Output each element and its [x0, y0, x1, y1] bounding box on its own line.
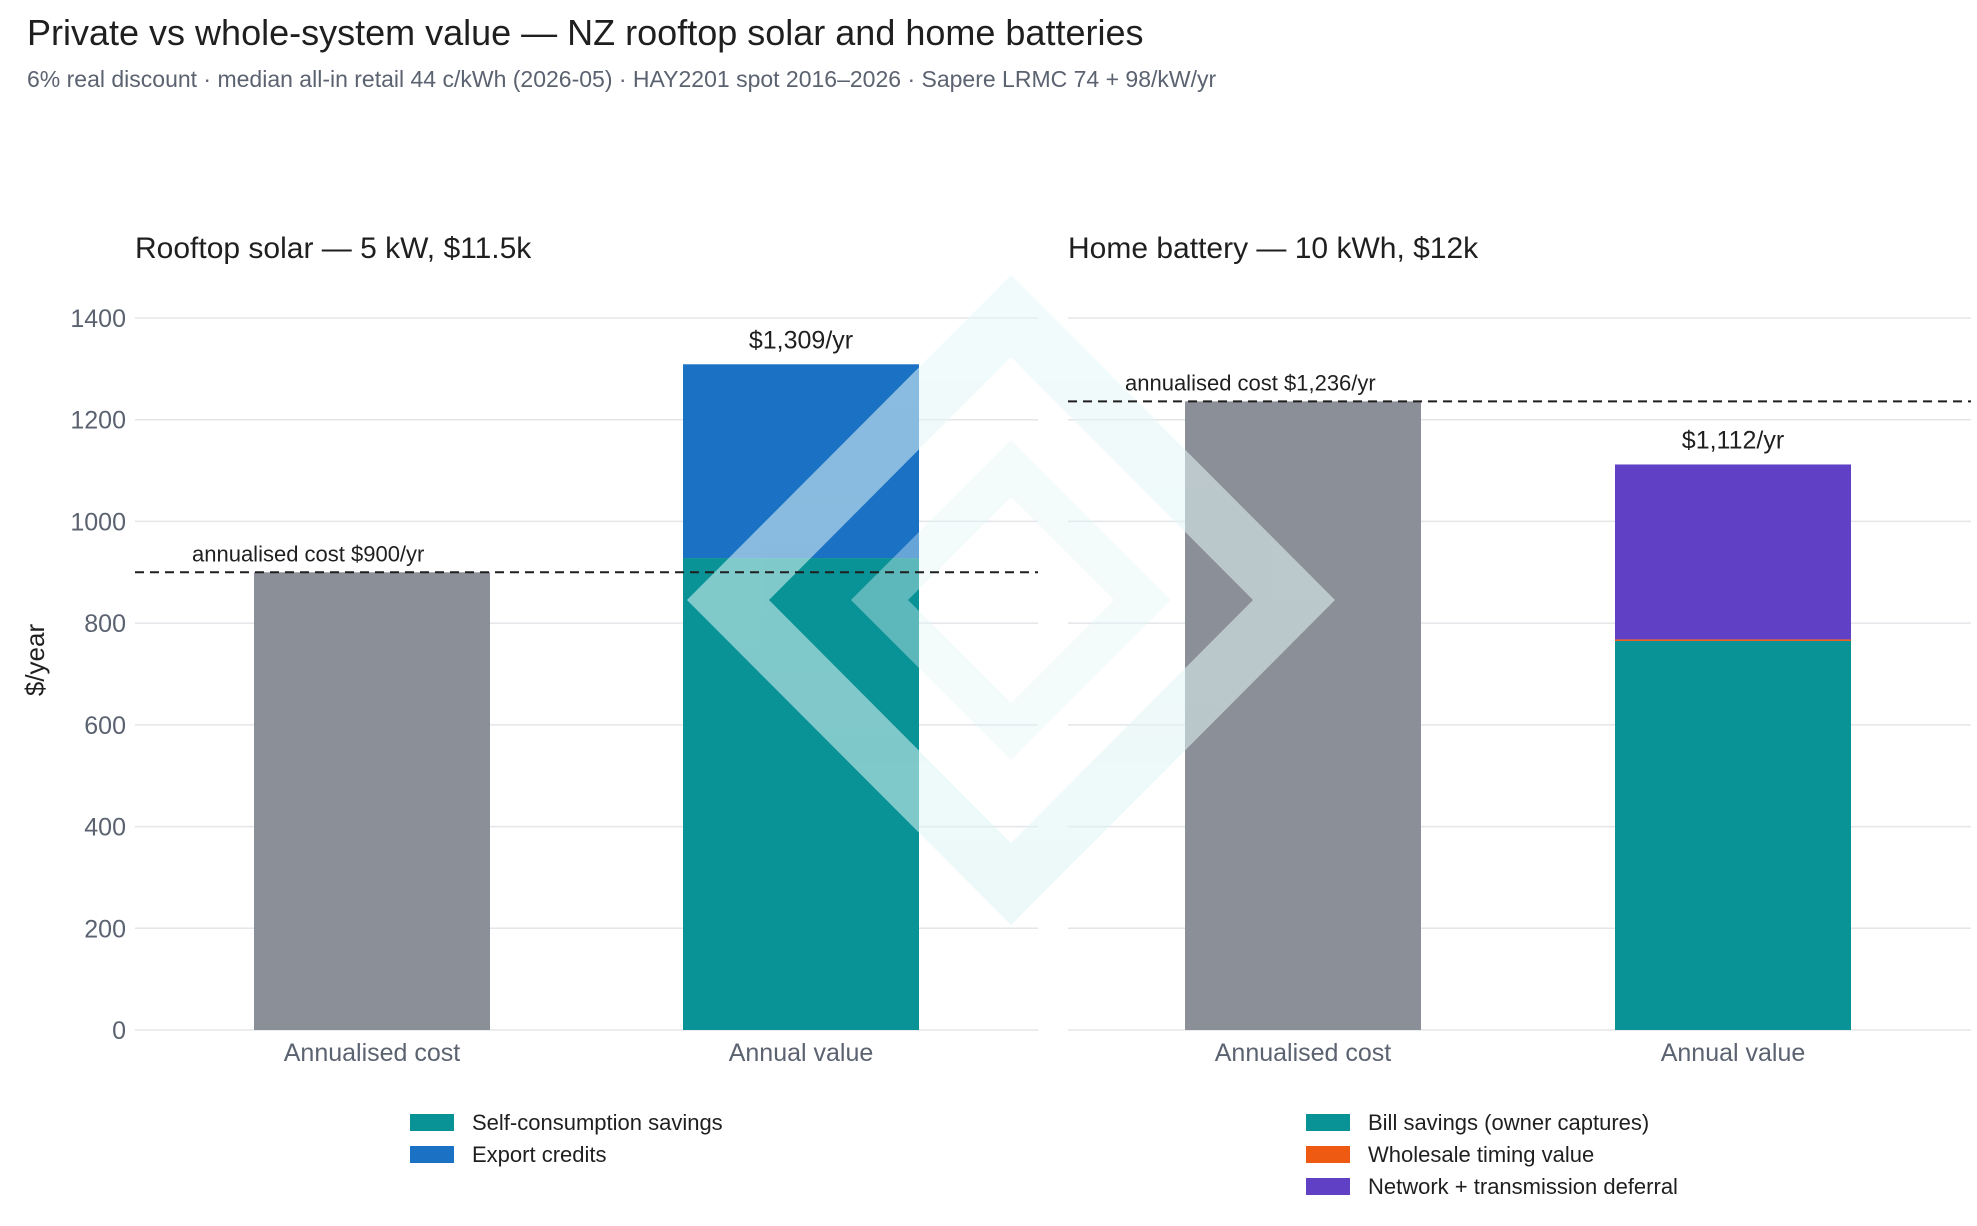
- y-tick-label: 1400: [70, 305, 126, 333]
- y-tick-label: 0: [112, 1017, 126, 1045]
- legend-swatch: [1306, 1114, 1350, 1131]
- legend-label: Export credits: [472, 1142, 607, 1167]
- reference-line-label: annualised cost $900/yr: [192, 541, 424, 566]
- panel-2-title: Home battery — 10 kWh, $12k: [1068, 232, 1479, 265]
- y-tick-label: 1200: [70, 407, 126, 435]
- watermark-logo-icon: [687, 275, 1335, 925]
- legend-label: Network + transmission deferral: [1368, 1174, 1678, 1199]
- x-tick-label: Annual value: [729, 1039, 874, 1067]
- chart-subtitle: 6% real discount · median all-in retail …: [27, 66, 1217, 92]
- bar-total-label: $1,309/yr: [749, 326, 853, 354]
- y-tick-label: 1000: [70, 508, 126, 536]
- bar-total-label: $1,112/yr: [1682, 426, 1784, 454]
- y-tick-label: 600: [84, 712, 126, 740]
- bar-annualised-cost: [254, 572, 490, 1030]
- legend-label: Self-consumption savings: [472, 1110, 723, 1135]
- x-tick-label: Annualised cost: [1215, 1039, 1392, 1067]
- y-tick-label: 400: [84, 814, 126, 842]
- y-tick-label: 200: [84, 915, 126, 943]
- bar-network-transmission-deferral: [1615, 464, 1851, 640]
- legend-label: Wholesale timing value: [1368, 1142, 1594, 1167]
- reference-line-label: annualised cost $1,236/yr: [1125, 370, 1376, 395]
- legend-label: Bill savings (owner captures): [1368, 1110, 1649, 1135]
- x-tick-label: Annual value: [1661, 1039, 1806, 1067]
- bar-wholesale-timing-value: [1615, 639, 1851, 641]
- legend-swatch: [1306, 1178, 1350, 1195]
- bar-bill-savings-owner-captures-: [1615, 640, 1851, 1030]
- panel-1-title: Rooftop solar — 5 kW, $11.5k: [135, 232, 532, 265]
- y-axis-label: $/year: [20, 624, 50, 697]
- legend-swatch: [410, 1114, 454, 1131]
- y-tick-label: 800: [84, 610, 126, 638]
- x-tick-label: Annualised cost: [284, 1039, 461, 1067]
- legend-swatch: [1306, 1146, 1350, 1163]
- chart-title: Private vs whole-system value — NZ rooft…: [27, 12, 1144, 53]
- legend-swatch: [410, 1146, 454, 1163]
